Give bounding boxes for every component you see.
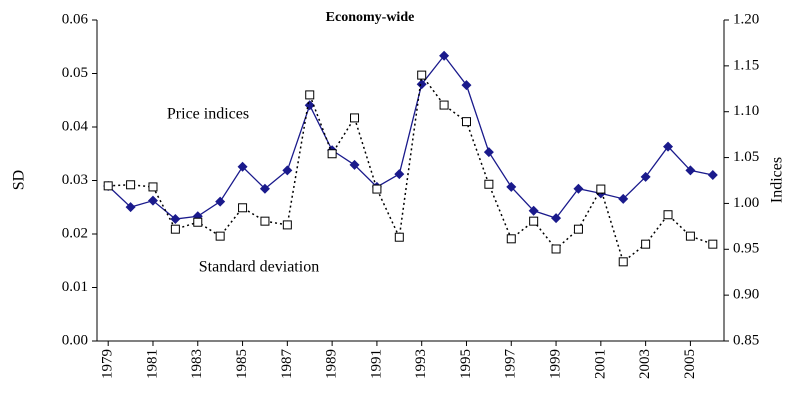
marker (641, 239, 651, 249)
marker (573, 224, 583, 234)
x-tick-label: 2001 (592, 349, 608, 379)
x-tick-label: 2005 (682, 349, 698, 379)
marker (640, 171, 651, 182)
x-tick-label: 1989 (324, 349, 340, 379)
marker (394, 232, 404, 242)
marker (618, 193, 629, 204)
series-line (107, 54, 713, 220)
marker (170, 224, 180, 234)
y2-tick-label: 0.95 (733, 241, 759, 257)
marker (663, 210, 673, 220)
x-tick-label: 1979 (100, 349, 116, 379)
annotation: Price indices (167, 106, 249, 123)
marker (685, 231, 695, 241)
x-tick-label: 1997 (503, 349, 519, 380)
marker (215, 231, 225, 241)
marker (461, 117, 471, 127)
marker (147, 195, 158, 206)
y-tick-label: 0.05 (62, 65, 88, 81)
x-tick-label: 1981 (144, 349, 160, 379)
y-tick-label: 0.03 (62, 172, 88, 188)
annotation: Standard deviation (199, 259, 319, 276)
marker (148, 182, 158, 192)
marker (596, 184, 606, 194)
marker (282, 220, 292, 230)
x-tick-label: 1995 (458, 349, 474, 379)
marker (551, 213, 562, 224)
y2-axis-label: Indices (769, 157, 786, 203)
marker (349, 159, 360, 170)
x-tick-label: 2003 (637, 349, 653, 379)
x-tick-label: 1993 (413, 349, 429, 379)
y2-tick-label: 0.85 (733, 332, 759, 348)
marker (439, 50, 450, 61)
marker (260, 216, 270, 226)
marker (417, 70, 427, 80)
marker (193, 217, 203, 227)
marker (327, 149, 337, 159)
marker (461, 80, 472, 91)
y-tick-label: 0.06 (62, 11, 89, 27)
y2-tick-label: 1.15 (733, 57, 759, 73)
marker (259, 183, 270, 194)
marker (708, 239, 718, 249)
y-axis-label: SD (11, 170, 28, 190)
marker (170, 214, 181, 225)
chart-title: Economy-wide (326, 10, 415, 25)
marker (484, 179, 494, 189)
marker (529, 216, 539, 226)
y2-tick-label: 1.00 (733, 195, 759, 211)
y-tick-label: 0.00 (62, 332, 88, 348)
marker (483, 147, 494, 158)
marker (215, 196, 226, 207)
marker (551, 244, 561, 254)
marker (103, 181, 113, 191)
marker (372, 184, 382, 194)
marker (125, 202, 136, 213)
series-line (108, 73, 714, 264)
x-tick-label: 1985 (234, 349, 250, 379)
marker (685, 165, 696, 176)
x-tick-label: 1983 (189, 349, 205, 379)
marker (238, 203, 248, 213)
y2-tick-label: 1.20 (733, 11, 759, 27)
y2-tick-label: 0.90 (733, 287, 759, 303)
marker (528, 205, 539, 216)
marker (439, 100, 449, 110)
y2-tick-label: 1.10 (733, 103, 759, 119)
marker (305, 90, 315, 100)
x-tick-label: 1987 (279, 349, 295, 380)
marker (350, 113, 360, 123)
y-tick-label: 0.02 (62, 225, 88, 241)
marker (707, 169, 718, 180)
marker (663, 141, 674, 152)
y2-tick-label: 1.05 (733, 149, 759, 165)
marker (506, 181, 517, 192)
marker (394, 169, 405, 180)
x-tick-label: 1991 (368, 349, 384, 379)
marker (237, 161, 248, 172)
y-tick-label: 0.04 (62, 118, 89, 134)
marker (618, 257, 628, 267)
marker (126, 180, 136, 190)
marker (573, 183, 584, 194)
y-tick-label: 0.01 (62, 279, 88, 295)
marker (416, 79, 427, 90)
x-tick-label: 1999 (547, 349, 563, 379)
marker (506, 234, 516, 244)
marker (282, 165, 293, 176)
